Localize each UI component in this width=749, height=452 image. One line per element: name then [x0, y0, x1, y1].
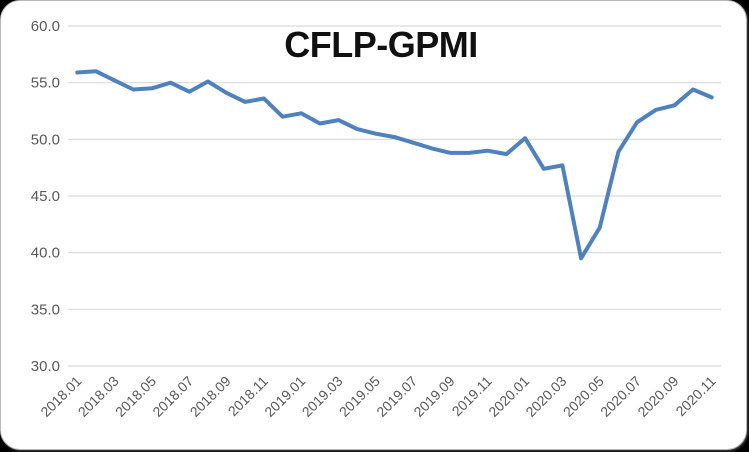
- y-tick-label: 50.0: [31, 131, 60, 148]
- x-tick-label: 2018.09: [187, 373, 234, 420]
- y-tick-label: 40.0: [31, 245, 60, 262]
- x-tick-label: 2020.09: [634, 373, 681, 420]
- y-tick-label: 35.0: [31, 301, 60, 318]
- x-tick-label: 2019.09: [410, 373, 457, 420]
- chart-title: CFLP-GPMI: [284, 24, 477, 65]
- y-tick-label: 55.0: [31, 75, 60, 92]
- gridlines: [68, 25, 721, 367]
- pmi-series-line: [75, 69, 714, 261]
- series-layer: [75, 69, 714, 261]
- y-tick-label: 30.0: [31, 358, 60, 375]
- y-tick-label: 60.0: [31, 18, 60, 35]
- x-axis-tick-labels: 2018.012018.032018.052018.072018.092018.…: [37, 373, 719, 420]
- y-tick-label: 45.0: [31, 188, 60, 205]
- y-axis-tick-labels: 60.0 55.0 50.0 45.0 40.0 35.0 30.0: [31, 18, 60, 375]
- x-tick-label: 2020.11: [672, 373, 719, 420]
